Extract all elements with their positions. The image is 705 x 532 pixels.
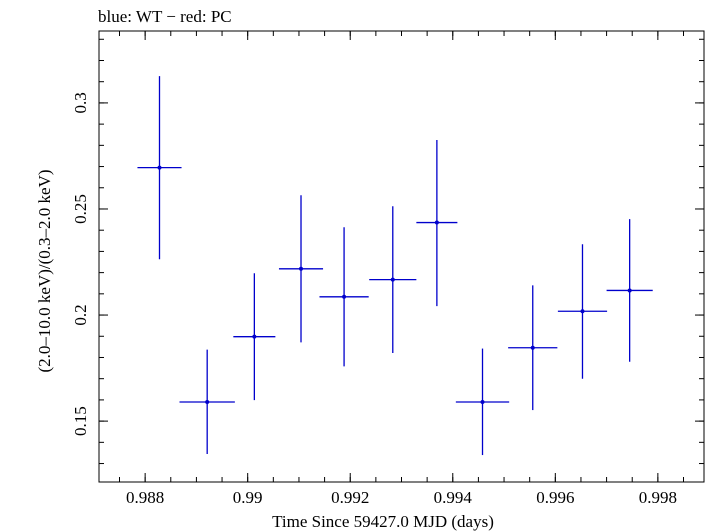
y-tick-label: 0.2: [71, 304, 90, 325]
x-axis: 0.988 0.99 0.992 0.994 0.996 0.998: [119, 31, 684, 507]
point-marker: [157, 165, 162, 170]
point-marker: [252, 334, 257, 339]
point-marker: [205, 400, 210, 405]
point-marker: [342, 294, 347, 299]
x-tick-label: 0.992: [331, 488, 369, 507]
data-series: [137, 76, 653, 456]
x-tick-label: 0.996: [536, 488, 574, 507]
data-point: [557, 244, 608, 379]
data-point: [508, 285, 558, 411]
data-point: [233, 273, 276, 401]
point-marker: [390, 277, 395, 282]
point-marker: [480, 400, 485, 405]
x-tick-label: 0.99: [233, 488, 263, 507]
x-tick-label: 0.994: [434, 488, 473, 507]
plot-frame: [98, 30, 705, 483]
x-tick-label: 0.998: [639, 488, 677, 507]
point-marker: [530, 345, 535, 350]
y-tick-label: 0.3: [71, 92, 90, 113]
data-point: [179, 349, 235, 454]
point-marker: [627, 288, 632, 293]
data-point: [319, 227, 369, 367]
data-point: [369, 206, 417, 354]
point-marker: [299, 266, 304, 271]
y-axis-title: (2.0–10.0 keV)/(0.3–2.0 keV): [35, 169, 54, 372]
data-point: [455, 348, 510, 456]
data-point: [606, 219, 653, 362]
data-point: [416, 140, 458, 307]
data-point: [278, 195, 324, 343]
x-tick-label: 0.988: [126, 488, 164, 507]
data-point: [137, 76, 182, 260]
point-marker: [434, 220, 439, 225]
x-axis-title: Time Since 59427.0 MJD (days): [272, 512, 494, 531]
chart-title: blue: WT − red: PC: [98, 7, 232, 26]
y-tick-label: 0.15: [71, 406, 90, 436]
y-axis: 0.15 0.2 0.25 0.3: [71, 38, 704, 465]
y-tick-label: 0.25: [71, 194, 90, 224]
point-marker: [580, 309, 585, 314]
